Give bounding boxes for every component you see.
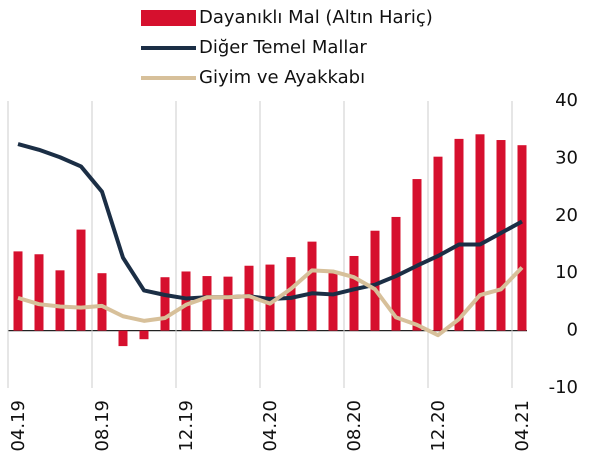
bar — [517, 145, 527, 331]
y-tick-label: 0 — [567, 320, 578, 341]
bar — [76, 229, 86, 331]
bar — [97, 273, 107, 331]
bar — [118, 330, 128, 347]
bar — [412, 179, 422, 331]
bar — [160, 277, 170, 331]
x-tick-label: 08.19 — [92, 400, 113, 452]
x-tick-label: 12.19 — [176, 400, 197, 452]
legend-label: Diğer Temel Mallar — [199, 37, 367, 58]
bar — [286, 257, 296, 331]
y-tick-label: 30 — [555, 147, 578, 168]
bar — [454, 138, 464, 331]
x-tick-label: 04.21 — [512, 400, 533, 452]
bar — [370, 230, 380, 331]
x-tick-label: 04.20 — [260, 400, 281, 452]
line — [17, 142, 523, 302]
y-tick-label: 40 — [555, 90, 578, 111]
legend-label: Dayanıklı Mal (Altın Hariç) — [199, 7, 433, 28]
x-tick-label: 12.20 — [428, 400, 449, 452]
bar — [181, 271, 191, 331]
legend-label: Giyim ve Ayakkabı — [199, 67, 365, 88]
bar — [202, 276, 212, 331]
y-tick-label: 10 — [555, 262, 578, 283]
bar — [391, 216, 401, 331]
bar — [328, 272, 338, 331]
y-tick-label: -10 — [549, 377, 578, 398]
line — [17, 266, 524, 338]
bar — [307, 241, 317, 331]
bar — [13, 251, 23, 331]
y-tick-label: 20 — [555, 205, 578, 226]
bar — [433, 156, 443, 331]
bar — [139, 330, 149, 340]
x-tick-label: 04.19 — [8, 400, 29, 452]
bar — [34, 254, 44, 331]
bar — [55, 270, 65, 331]
bar — [496, 140, 506, 331]
bar — [475, 134, 485, 331]
x-tick-label: 08.20 — [344, 400, 365, 452]
bar — [223, 276, 233, 331]
legend-swatch — [141, 10, 196, 26]
bar — [349, 255, 359, 331]
